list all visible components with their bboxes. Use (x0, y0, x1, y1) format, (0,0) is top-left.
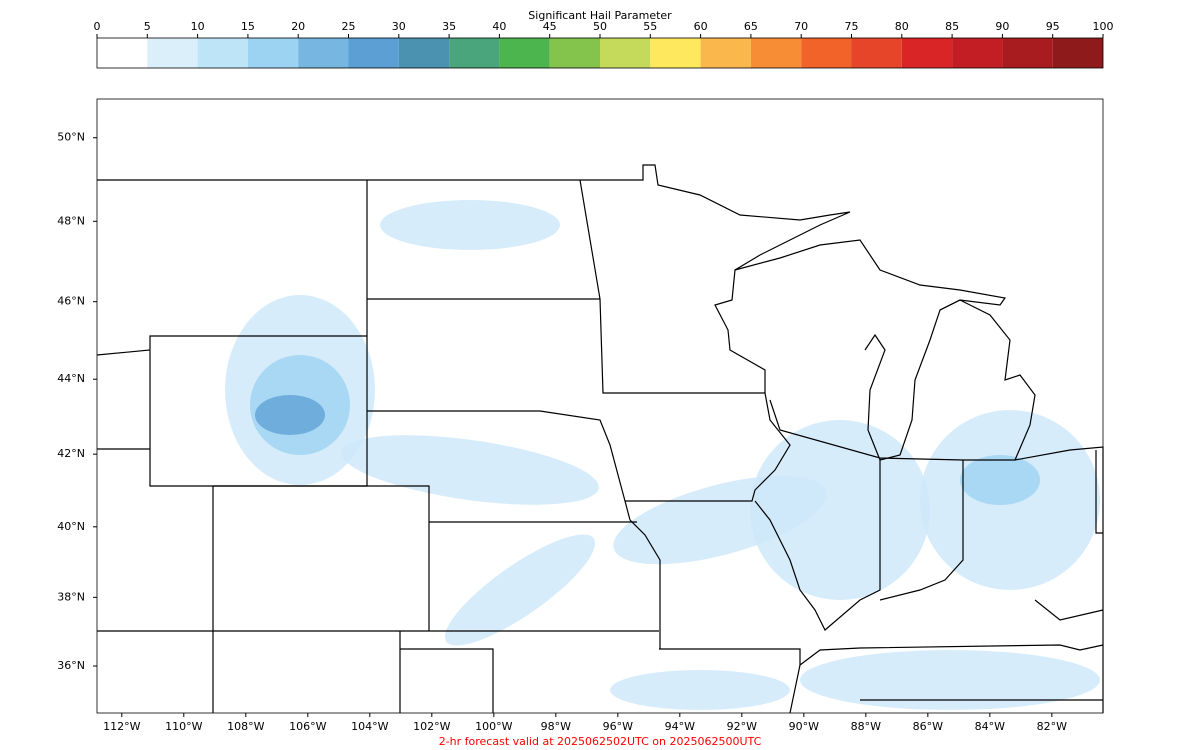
x-tick-label: 104°W (351, 720, 388, 733)
y-tick-label: 38°N (57, 590, 85, 603)
colorbar-tick-label: 80 (895, 20, 909, 33)
colorbar-cell (147, 38, 198, 68)
colorbar-tick-label: 100 (1093, 20, 1114, 33)
colorbar-cell (952, 38, 1003, 68)
colorbar-cell (901, 38, 953, 68)
shading (444, 534, 596, 646)
colorbar-cell (499, 38, 550, 68)
x-tick-label: 94°W (665, 720, 695, 733)
x-tick-label: 96°W (603, 720, 633, 733)
colorbar-cell (398, 38, 450, 68)
y-tick-label: 46°N (57, 295, 85, 308)
borders (96, 164, 1104, 714)
shading (380, 200, 560, 250)
shading (610, 670, 790, 710)
colorbar-tick-label: 25 (342, 20, 356, 33)
shading (341, 435, 599, 505)
colorbar-cell (298, 38, 349, 68)
colorbar-tick-label: 55 (643, 20, 657, 33)
hail-shading (225, 200, 1100, 710)
state-border (96, 179, 791, 649)
state-border (97, 164, 851, 393)
x-tick-label: 108°W (227, 720, 264, 733)
colorbar-tick-label: 20 (291, 20, 305, 33)
y-tick-label: 50°N (57, 131, 85, 144)
colorbar-tick-label: 95 (1046, 20, 1060, 33)
colorbar-tick-label: 85 (945, 20, 959, 33)
colorbar-tick-label: 90 (995, 20, 1009, 33)
state-border (754, 446, 1104, 714)
colorbar-cell (650, 38, 701, 68)
x-tick-label: 86°W (913, 720, 943, 733)
colorbar-tick-label: 60 (694, 20, 708, 33)
colorbar-cell (600, 38, 651, 68)
colorbar-tick-label: 45 (543, 20, 557, 33)
x-tick-label: 88°W (851, 720, 881, 733)
colorbar-tick-label: 5 (144, 20, 151, 33)
colorbar-cell (750, 38, 802, 68)
colorbar-tick-label: 0 (94, 20, 101, 33)
x-tick-label: 110°W (165, 720, 202, 733)
colorbar-cell (1002, 38, 1053, 68)
colorbar-tick-label: 35 (442, 20, 456, 33)
state-border (97, 485, 1104, 713)
colorbar-cell (700, 38, 751, 68)
colorbar-tick-label: 40 (492, 20, 506, 33)
x-tick-label: 90°W (789, 720, 819, 733)
x-tick-label: 112°W (103, 720, 140, 733)
colorbar-tick-label: 10 (191, 20, 205, 33)
colorbar-cell (348, 38, 399, 68)
x-tick-label: 82°W (1037, 720, 1067, 733)
y-tick-label: 36°N (57, 659, 85, 672)
y-tick-label: 42°N (57, 447, 85, 460)
x-tick-label: 98°W (541, 720, 571, 733)
shading (960, 455, 1040, 505)
colorbar-cell (549, 38, 600, 68)
x-tick-label: 106°W (289, 720, 326, 733)
shading (800, 650, 1100, 710)
colorbar-cell (97, 38, 148, 68)
axes: 112°W 110°W 108°W 106°W 104°W 102°W 100°W 98°W 9… (57, 131, 1067, 733)
colorbar-cell (247, 38, 299, 68)
colorbar-tick-label: 50 (593, 20, 607, 33)
colorbar-cell (197, 38, 248, 68)
x-tick-label: 100°W (475, 720, 512, 733)
colorbar-tick-label: 15 (241, 20, 255, 33)
colorbar-tick-label: 30 (392, 20, 406, 33)
y-tick-label: 48°N (57, 214, 85, 227)
colorbar-title: Significant Hail Parameter (528, 9, 672, 22)
x-tick-label: 102°W (413, 720, 450, 733)
colorbar-tick-label: 75 (845, 20, 859, 33)
colorbar-cell (1052, 38, 1103, 68)
shading (255, 395, 325, 435)
colorbar-cell (851, 38, 902, 68)
y-tick-label: 44°N (57, 372, 85, 385)
x-tick-label: 84°W (975, 720, 1005, 733)
map-frame (96, 98, 1104, 714)
colorbar-cell (449, 38, 500, 68)
colorbar-cell (801, 38, 852, 68)
colorbar: 0 5 10 15 20 25 30 35 40 45 50 55 60 65 70 75 80 85 90 95 10… (94, 20, 1114, 69)
x-tick-label: 92°W (727, 720, 757, 733)
footer: 2-hr forecast valid at 2025062502UTC on … (439, 735, 762, 748)
y-tick-label: 40°N (57, 520, 85, 533)
colorbar-tick-label: 70 (794, 20, 808, 33)
shading (750, 420, 930, 600)
colorbar-tick-label: 65 (744, 20, 758, 33)
